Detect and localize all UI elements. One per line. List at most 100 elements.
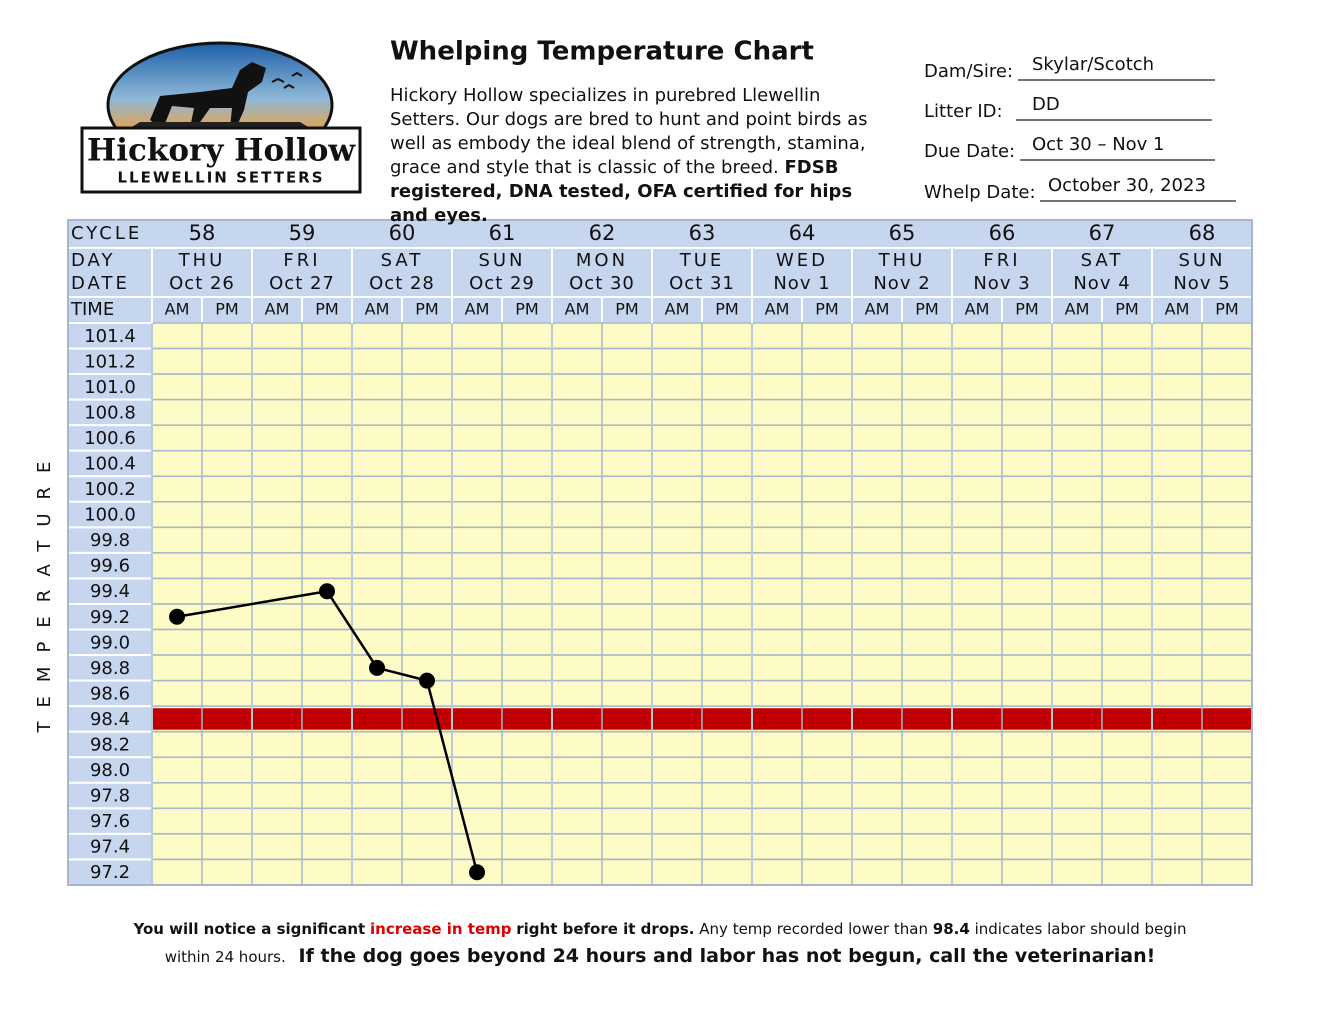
time-label: AM: [665, 300, 690, 319]
data-point: [419, 672, 435, 689]
header-bg: [67, 219, 1253, 324]
time-label: PM: [515, 300, 538, 319]
cycle-label: 68: [1189, 221, 1216, 245]
title: Whelping Temperature Chart: [390, 37, 814, 67]
day-label: FRI: [283, 250, 320, 271]
time-label: PM: [215, 300, 238, 319]
field-value: Skylar/Scotch: [1032, 54, 1154, 75]
date-label: Nov 3: [973, 273, 1030, 294]
time-label: AM: [965, 300, 990, 319]
time-label: AM: [1065, 300, 1090, 319]
data-point: [169, 608, 185, 625]
time-label: AM: [365, 300, 390, 319]
field-value: DD: [1032, 94, 1060, 115]
y-tick-label: 100.8: [84, 402, 136, 423]
field-value: October 30, 2023: [1048, 175, 1206, 196]
cycle-label: 62: [589, 221, 616, 245]
time-label: AM: [265, 300, 290, 319]
date-label: Oct 30: [569, 273, 635, 294]
day-label: SAT: [381, 250, 424, 271]
day-label: FRI: [983, 250, 1020, 271]
label-cell: [67, 832, 153, 861]
time-label: PM: [1215, 300, 1238, 319]
data-segment: [176, 589, 328, 619]
time-label: AM: [165, 300, 190, 319]
day-label: SUN: [1178, 250, 1225, 271]
day-label: SAT: [1081, 250, 1124, 271]
row-label: DAY: [71, 250, 115, 271]
footer-value: 98.4: [932, 920, 970, 938]
data-point: [319, 583, 335, 600]
time-label: AM: [465, 300, 490, 319]
label-cell: [67, 603, 153, 631]
time-label: PM: [415, 300, 438, 319]
y-tick-label: 99.4: [90, 581, 130, 602]
cycle-label: 63: [689, 221, 716, 245]
row-label: CYCLE: [71, 223, 142, 244]
data-segment: [425, 680, 479, 873]
date-label: Nov 1: [773, 273, 830, 294]
day-label: WED: [776, 250, 828, 271]
y-tick-label: 99.0: [90, 632, 130, 653]
cycle-label: 60: [389, 221, 416, 245]
y-tick-label: 101.2: [84, 351, 136, 372]
field-label: Litter ID:: [924, 101, 1003, 122]
time-label: PM: [915, 300, 938, 319]
label-cell: [67, 577, 153, 605]
time-label: PM: [1015, 300, 1038, 319]
y-tick-label: 100.2: [84, 479, 136, 500]
cycle-label: 66: [989, 221, 1016, 245]
footer-text: indicates labor should begin within 24 h…: [164, 920, 1187, 966]
description: Hickory Hollow specializes in purebred L…: [390, 84, 890, 228]
cycle-label: 67: [1089, 221, 1116, 245]
row-label: TIME: [70, 299, 114, 320]
footer: You will notice a significant increase i…: [120, 916, 1200, 971]
y-tick-label: 100.0: [84, 505, 136, 526]
field-label: Dam/Sire:: [924, 61, 1013, 82]
description-bold: FDSB registered, DNA tested, OFA certifi…: [390, 157, 853, 226]
y-tick-label: 100.6: [84, 428, 136, 449]
day-label: SUN: [478, 250, 525, 271]
y-tick-label: 99.6: [90, 556, 130, 577]
y-tick-label: 97.8: [90, 786, 130, 807]
label-cell: [67, 475, 153, 503]
y-tick-label: 101.4: [84, 326, 136, 347]
date-label: Oct 26: [169, 273, 235, 294]
y-axis-label: TEMPERATURE: [34, 448, 55, 734]
y-tick-label: 100.4: [84, 454, 136, 475]
time-label: PM: [1115, 300, 1138, 319]
cycle-label: 59: [289, 221, 316, 245]
field-label: Whelp Date:: [924, 182, 1036, 203]
day-label: THU: [878, 250, 926, 271]
date-label: Oct 31: [669, 273, 735, 294]
y-tick-label: 97.4: [90, 837, 130, 858]
data-segment: [376, 666, 428, 682]
footer-text: Any temp recorded lower than: [699, 920, 929, 938]
cycle-label: 65: [889, 221, 916, 245]
y-tick-label: 99.2: [90, 607, 130, 628]
row-label: DATE: [71, 273, 130, 294]
logo-tagline: LLEWELLIN SETTERS: [117, 169, 324, 187]
data-point: [369, 659, 385, 676]
time-label: AM: [1165, 300, 1190, 319]
day-label: THU: [178, 250, 226, 271]
time-label: PM: [315, 300, 338, 319]
data-segment: [325, 590, 379, 669]
description-text: Hickory Hollow specializes in purebred L…: [390, 85, 868, 178]
time-label: AM: [565, 300, 590, 319]
label-cell: [67, 730, 153, 759]
date-label: Oct 29: [469, 273, 535, 294]
logo: Hickory Hollow LLEWELLIN SETTERS: [80, 41, 362, 194]
cycle-label: 61: [489, 221, 516, 245]
field-label: Due Date:: [924, 141, 1015, 162]
y-tick-label: 97.6: [90, 811, 130, 832]
y-tick-label: 97.2: [90, 862, 130, 883]
y-tick-label: 101.0: [84, 377, 136, 398]
y-tick-label: 98.8: [90, 658, 130, 679]
y-tick-label: 98.6: [90, 683, 130, 704]
y-tick-label: 98.2: [90, 735, 130, 756]
grid-frame: [67, 219, 1253, 886]
cycle-label: 64: [789, 221, 816, 245]
footer-text: right before it drops.: [516, 920, 695, 938]
